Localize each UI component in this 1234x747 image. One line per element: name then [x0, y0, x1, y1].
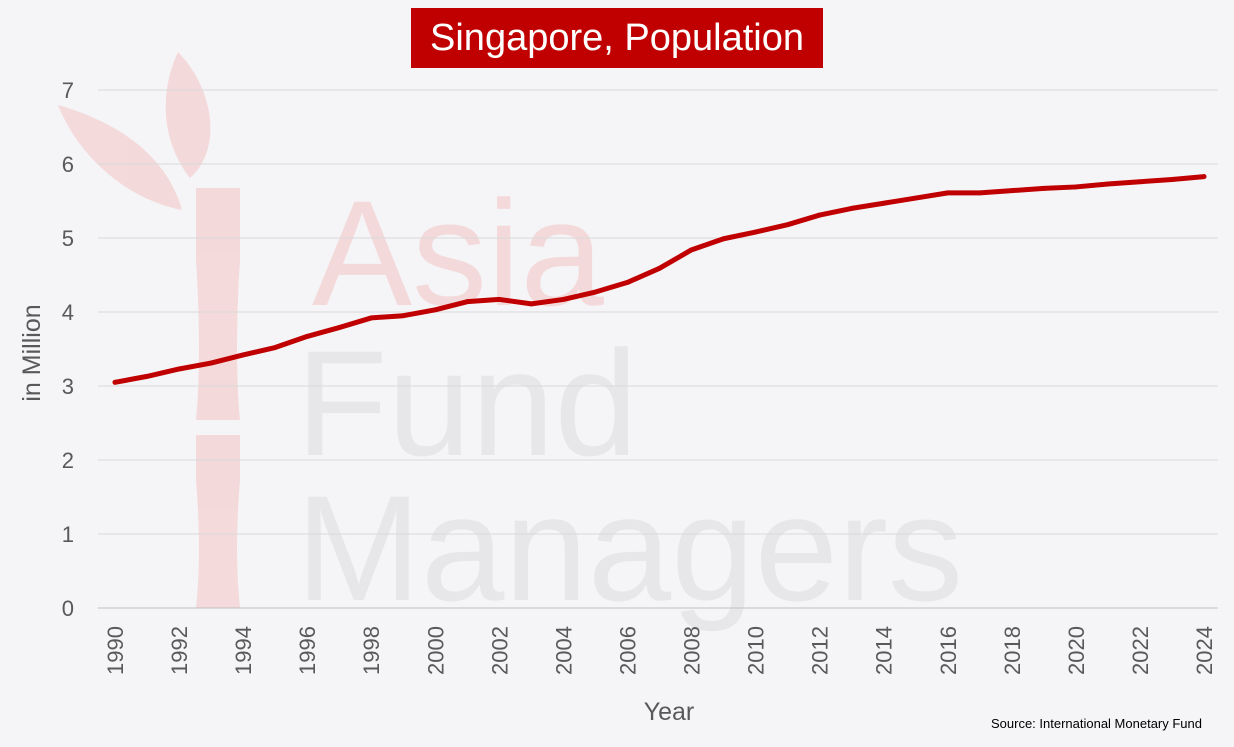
- x-axis-ticks: 1990 1992 1994 1996 1998 2000 2002 2004 2006 2008…: [103, 626, 1217, 675]
- x-tick-label: 1994: [231, 626, 256, 675]
- y-tick-label: 6: [62, 152, 74, 177]
- data-point: [977, 190, 983, 196]
- watermark-stem-top: [196, 188, 240, 420]
- x-tick-label: 2020: [1064, 626, 1089, 675]
- chart-title-text: Singapore, Population: [430, 16, 804, 59]
- x-tick-label: 2008: [680, 626, 705, 675]
- x-tick-label: 2010: [744, 626, 769, 675]
- data-point: [753, 229, 758, 235]
- data-point: [464, 299, 470, 305]
- data-point: [785, 222, 791, 228]
- source-note: Source: International Monetary Fund: [990, 716, 1202, 731]
- data-point: [849, 206, 855, 211]
- x-tick-label: 2018: [1000, 626, 1025, 675]
- y-axis-ticks: 0 1 2 3 4 5 6 7: [62, 78, 74, 621]
- data-point: [368, 315, 374, 321]
- data-point: [1169, 177, 1175, 182]
- series-line-population: [112, 174, 1207, 385]
- data-point: [1137, 179, 1143, 185]
- x-tick-label: 2004: [551, 626, 576, 675]
- data-point: [945, 190, 951, 196]
- data-point: [913, 195, 919, 201]
- x-tick-label: 2016: [936, 626, 961, 675]
- x-tick-label: 2002: [487, 626, 512, 675]
- watermark-text-managers: Managers: [296, 464, 963, 632]
- x-tick-label: 2022: [1128, 626, 1153, 675]
- data-point: [528, 301, 534, 307]
- y-tick-label: 7: [62, 78, 74, 103]
- watermark-text-asia: Asia: [312, 169, 604, 337]
- y-tick-label: 0: [62, 596, 74, 621]
- data-point: [881, 200, 887, 206]
- data-point: [561, 297, 566, 302]
- y-axis-label: in Million: [18, 304, 46, 401]
- chart-title: Singapore, Population: [411, 8, 823, 68]
- y-tick-label: 1: [62, 522, 74, 547]
- watermark-leaf-right: [165, 52, 211, 178]
- data-point: [1105, 181, 1111, 187]
- data-point: [112, 379, 118, 385]
- data-point: [208, 360, 214, 366]
- data-point: [432, 307, 438, 313]
- x-tick-label: 1992: [167, 626, 192, 675]
- watermark-text-fund: Fund: [296, 319, 638, 487]
- data-point: [336, 325, 342, 330]
- data-point: [689, 247, 694, 253]
- data-point: [625, 280, 630, 285]
- watermark-logo: Asia Fund Managers: [58, 52, 963, 632]
- data-point: [817, 212, 823, 218]
- data-point: [144, 373, 150, 379]
- data-point: [1009, 188, 1015, 194]
- x-tick-label: 1996: [295, 626, 320, 675]
- data-point: [240, 352, 246, 358]
- data-point: [721, 236, 726, 242]
- data-point: [1073, 184, 1079, 190]
- data-point: [496, 297, 502, 302]
- x-tick-label: 1990: [103, 626, 128, 675]
- x-tick-label: 2014: [872, 626, 897, 675]
- data-point: [304, 334, 310, 339]
- watermark-stem-bottom: [196, 435, 240, 608]
- x-tick-label: 2006: [615, 626, 640, 675]
- data-point: [1201, 174, 1207, 179]
- x-tick-label: 2000: [423, 626, 448, 675]
- data-point: [593, 289, 598, 295]
- data-point: [657, 265, 662, 271]
- y-tick-label: 2: [62, 448, 74, 473]
- x-tick-label: 2024: [1192, 626, 1217, 675]
- y-tick-label: 4: [62, 300, 74, 325]
- y-tick-label: 3: [62, 374, 74, 399]
- data-point: [400, 313, 406, 319]
- watermark-leaf-left: [58, 105, 182, 210]
- data-point: [1041, 186, 1047, 191]
- x-tick-label: 2012: [808, 626, 833, 675]
- x-tick-label: 1998: [359, 626, 384, 675]
- y-tick-label: 5: [62, 226, 74, 251]
- data-point: [176, 366, 182, 372]
- data-point: [272, 345, 278, 350]
- x-axis-label: Year: [644, 698, 695, 726]
- series-layer: [112, 174, 1207, 385]
- gridlines: [98, 89, 1218, 535]
